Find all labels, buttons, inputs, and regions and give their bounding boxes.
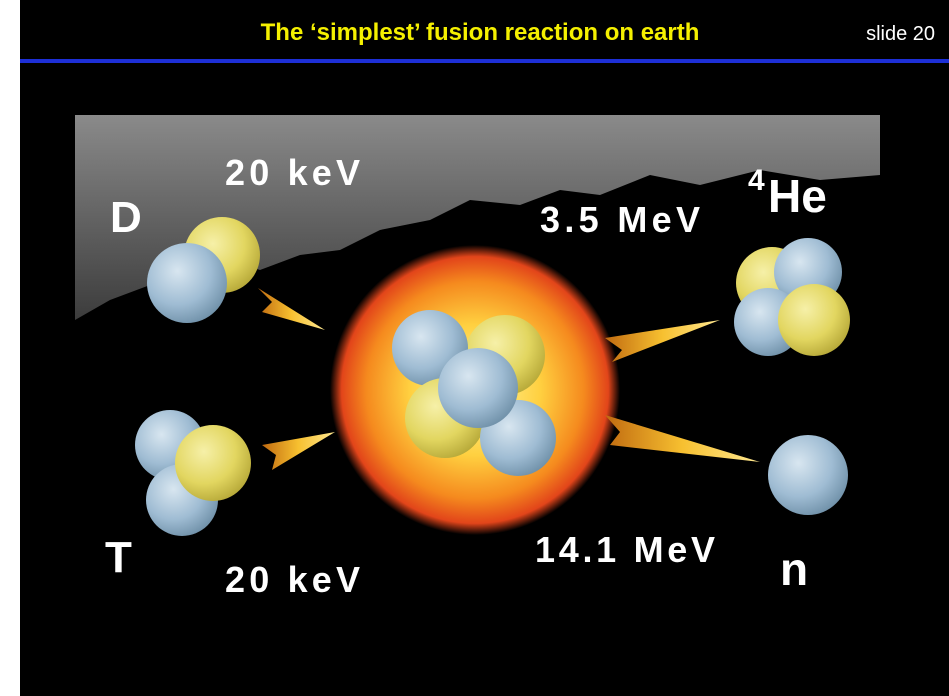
slide-number: slide 20 [866,23,935,45]
arrow [605,415,760,462]
particle-label: n [780,543,808,595]
energy-label: 14.1 MeV [535,529,715,570]
neutron [768,435,848,515]
helium [734,238,850,356]
arrow [605,320,720,362]
nucleus-cluster [392,310,556,476]
energy-label: 20 keV [225,559,360,600]
arrow [258,288,325,330]
particle-label: He [768,170,827,222]
energy-label: 3.5 MeV [540,199,700,240]
particle-label: T [105,533,132,582]
slide-title: The ‘simplest’ fusion reaction on earth [261,19,700,46]
arrow [262,432,335,470]
rock-background [75,115,880,320]
tritium [135,410,251,536]
deuterium [147,217,260,323]
particle-label: D [110,193,142,242]
mass-number: 4 [748,164,765,197]
